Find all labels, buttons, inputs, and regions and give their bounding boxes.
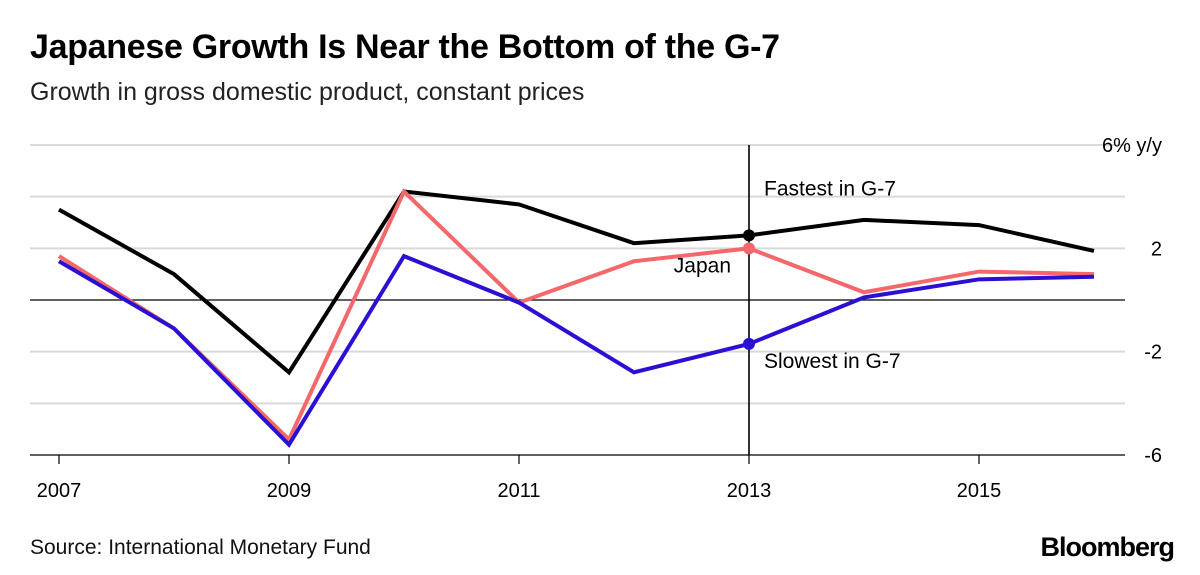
series-lines bbox=[57, 188, 1095, 448]
x-tick-label: 2015 bbox=[957, 480, 1002, 502]
highlight-point bbox=[743, 242, 755, 255]
x-tick-label: 2011 bbox=[497, 480, 540, 502]
x-tick-label: 2009 bbox=[267, 480, 312, 502]
bloomberg-logo: Bloomberg bbox=[1040, 532, 1175, 562]
x-tick-label: 2013 bbox=[727, 480, 772, 502]
x-tick-label: 2007 bbox=[37, 480, 82, 502]
y-tick-label: -2 bbox=[1144, 342, 1162, 364]
series-line bbox=[57, 253, 1095, 448]
y-axis: 6% y/y 2 -2 -6 bbox=[1102, 135, 1162, 467]
series-label: Japan bbox=[674, 254, 731, 277]
y-tick-label: 2 bbox=[1151, 238, 1162, 260]
highlight-point bbox=[743, 337, 755, 350]
chart-subtitle: Growth in gross domestic product, consta… bbox=[30, 78, 585, 106]
source-note: Source: International Monetary Fund bbox=[30, 536, 371, 559]
highlight-point bbox=[743, 229, 755, 242]
y-tick-label: -6 bbox=[1144, 445, 1162, 467]
series-label: Fastest in G-7 bbox=[764, 177, 896, 200]
x-axis: 2007 2009 2011 2013 2015 bbox=[37, 455, 1002, 502]
chart-title: Japanese Growth Is Near the Bottom of th… bbox=[30, 28, 780, 66]
series-line bbox=[58, 189, 1095, 376]
series-labels: Fastest in G-7 Japan Slowest in G-7 bbox=[674, 177, 901, 372]
grid-lines bbox=[30, 144, 1125, 456]
series-line bbox=[57, 188, 1095, 443]
y-tick-label: 6% y/y bbox=[1102, 135, 1162, 157]
series-label: Slowest in G-7 bbox=[764, 350, 901, 373]
